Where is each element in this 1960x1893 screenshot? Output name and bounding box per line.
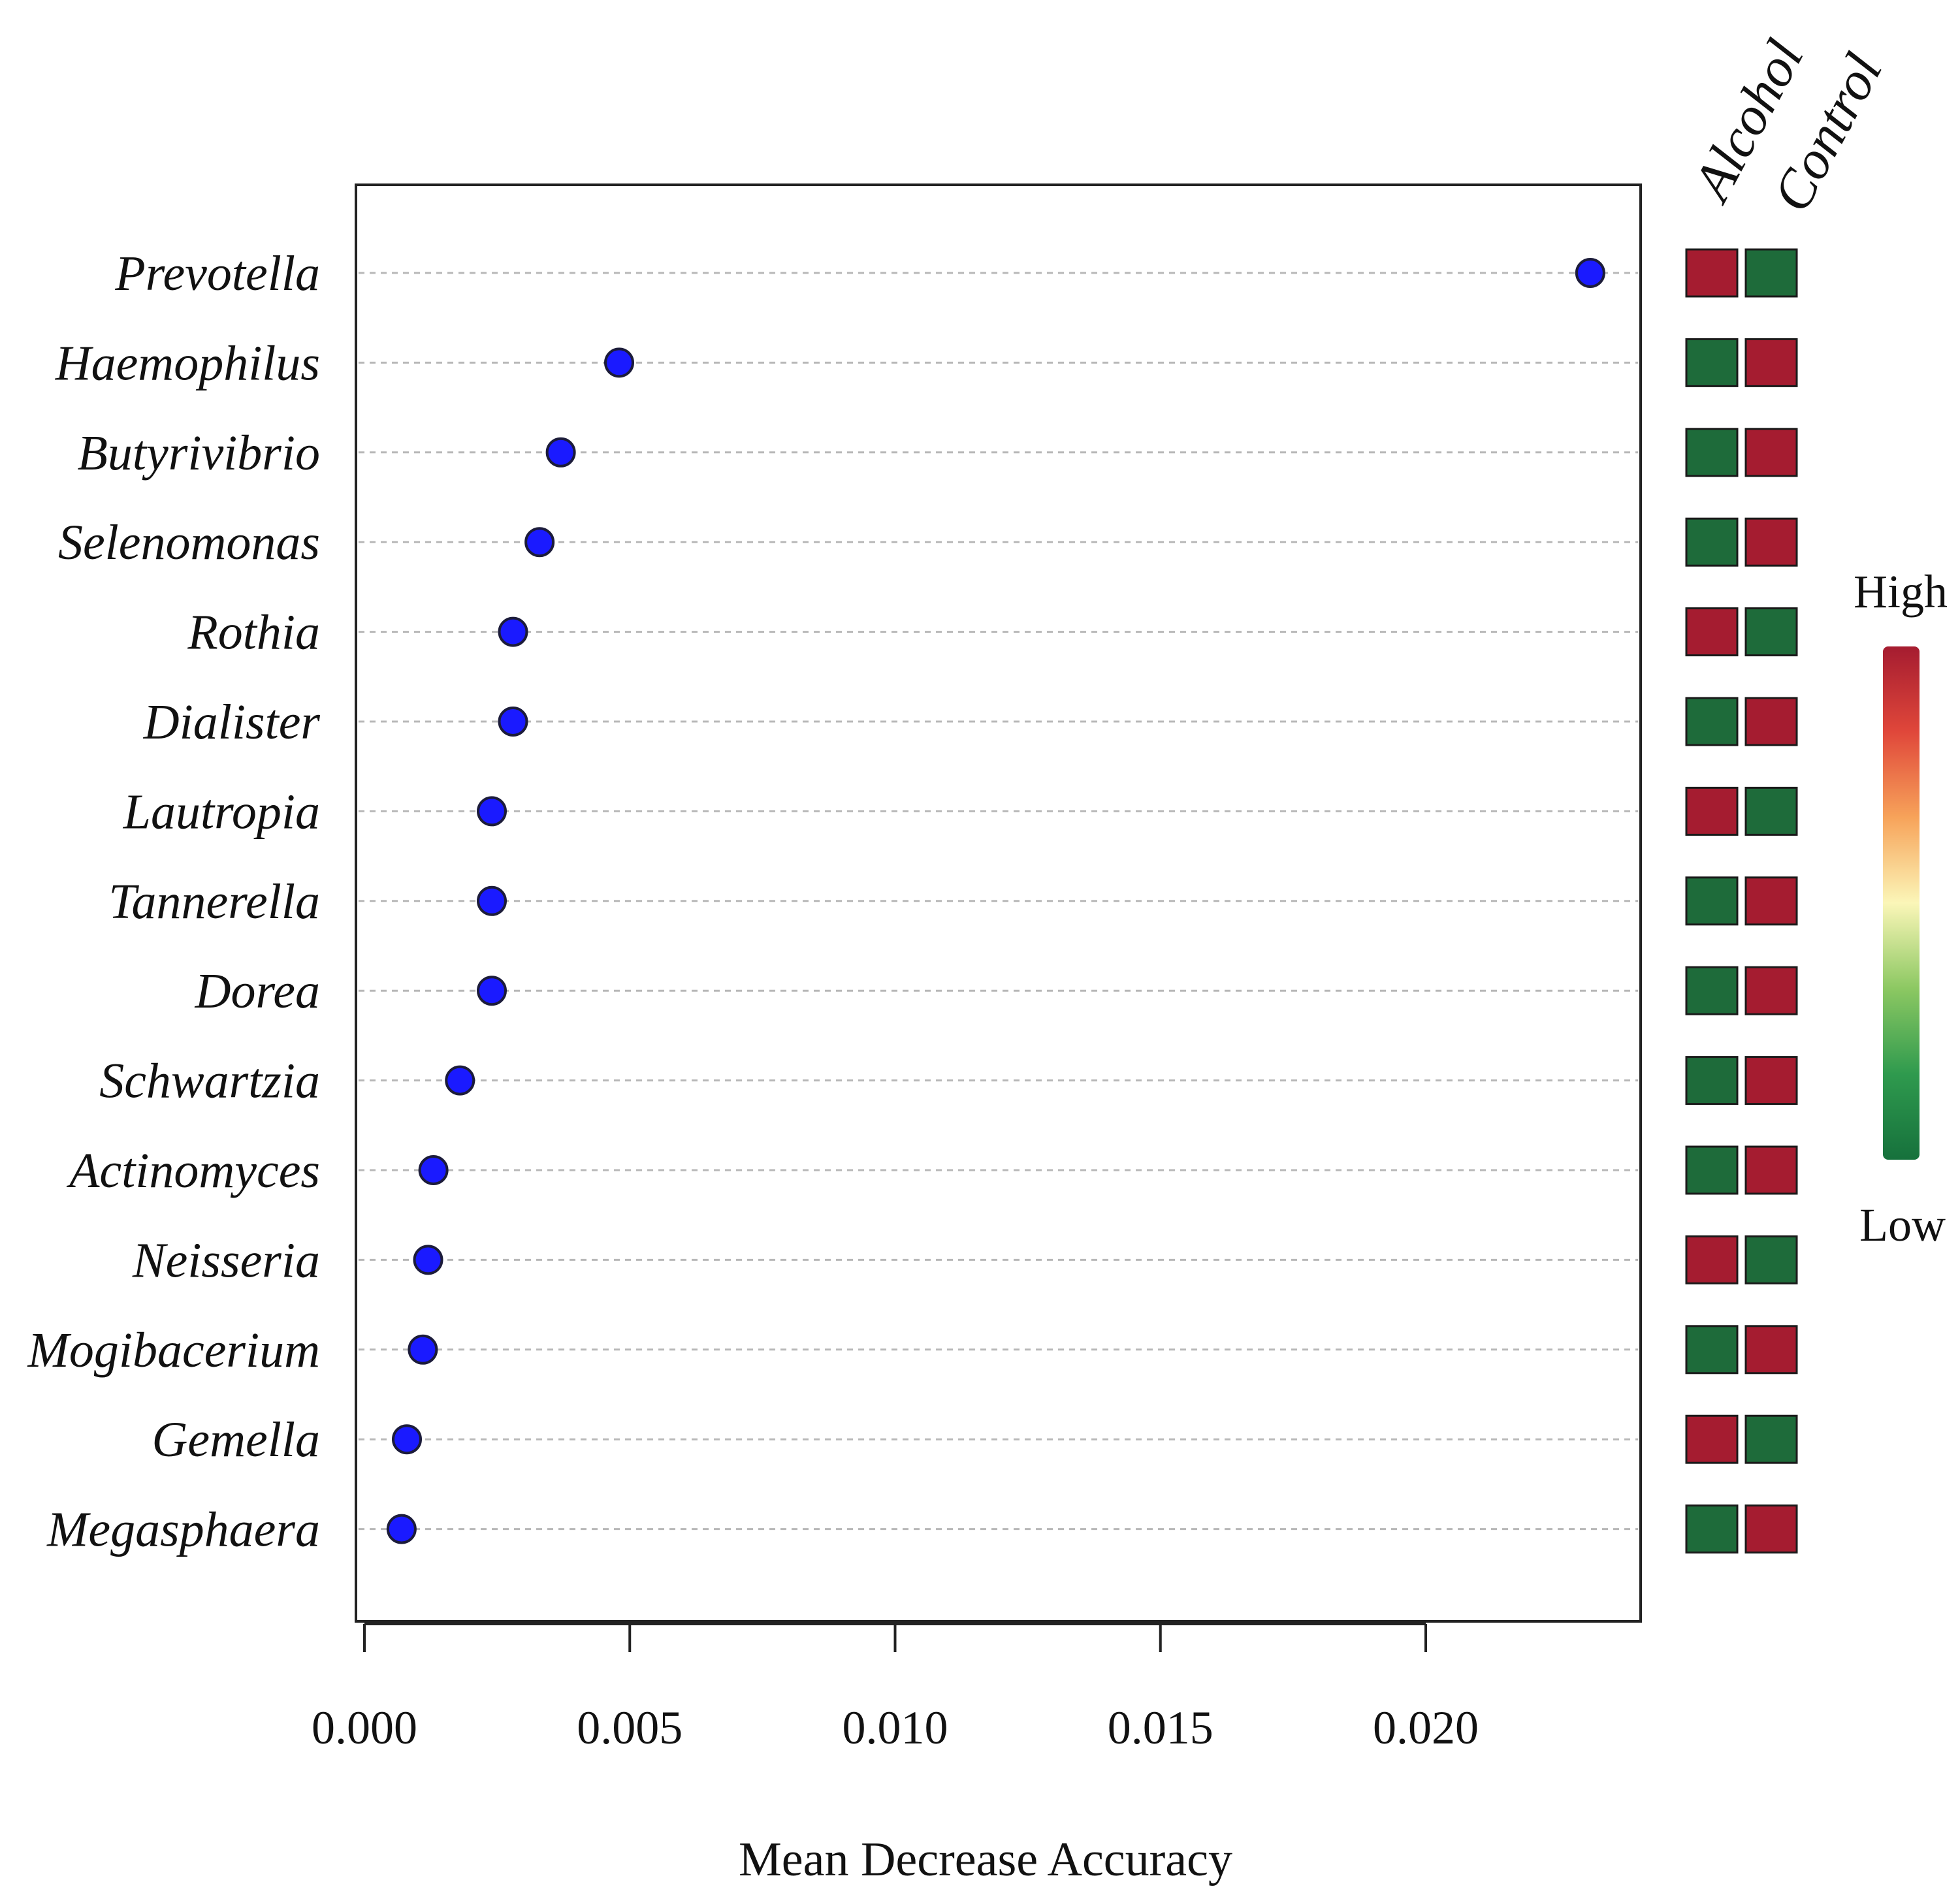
taxon-label: Tannerella <box>108 874 320 929</box>
heatmap-cell <box>1685 1504 1739 1554</box>
taxon-label: Dorea <box>195 964 320 1019</box>
heatmap-cell <box>1744 876 1798 926</box>
data-point <box>408 1334 438 1365</box>
data-point <box>1575 258 1605 288</box>
taxon-label: Lautropia <box>123 784 320 839</box>
x-tick-label: 0.000 <box>312 1702 417 1754</box>
taxon-label: Schwartzia <box>99 1054 320 1109</box>
color-scale-bar <box>1883 646 1920 1160</box>
x-axis: 0.000 0.005 0.010 0.015 0.020 <box>312 1623 1479 1754</box>
heatmap-cell <box>1744 428 1798 477</box>
taxon-label: Haemophilus <box>55 336 320 390</box>
heatmap-cell <box>1685 1056 1739 1106</box>
heatmap-cell <box>1685 1414 1739 1464</box>
heatmap-cell <box>1685 517 1739 567</box>
heatmap-cell <box>1744 1145 1798 1195</box>
data-point <box>392 1424 422 1455</box>
heatmap-cell <box>1744 248 1798 298</box>
heatmap-cell <box>1685 1145 1739 1195</box>
data-point <box>418 1155 449 1185</box>
data-points <box>386 258 1605 1544</box>
heatmap-cell <box>1685 248 1739 298</box>
taxon-label: Megasphaera <box>46 1503 320 1557</box>
x-tick-label: 0.020 <box>1373 1702 1479 1754</box>
heatmap-cell <box>1685 786 1739 836</box>
heatmap-cell <box>1744 1056 1798 1106</box>
taxon-labels: Prevotella Haemophilus Butyrivibrio Selenom… <box>27 246 321 1557</box>
data-point <box>545 437 576 468</box>
grid-lines <box>359 272 1638 1531</box>
taxon-label: Gemella <box>152 1412 320 1467</box>
data-point <box>498 707 528 737</box>
data-point <box>604 347 634 378</box>
x-axis-title: Mean Decrease Accuracy <box>739 1833 1232 1886</box>
heatmap-cell <box>1685 607 1739 657</box>
heatmap-cell <box>1685 966 1739 1015</box>
heatmap-cell <box>1744 1414 1798 1464</box>
taxon-label: Selenomonas <box>58 515 320 570</box>
data-point <box>386 1514 417 1544</box>
taxon-label: Dialister <box>143 695 321 750</box>
data-point <box>445 1065 475 1096</box>
taxon-label: Actinomyces <box>66 1143 320 1198</box>
data-point <box>498 616 528 647</box>
taxon-label: Rothia <box>187 605 320 660</box>
data-point <box>477 885 507 916</box>
plot-frame <box>355 183 1642 1623</box>
x-tick-label: 0.005 <box>577 1702 683 1754</box>
taxon-label: Neisseria <box>132 1233 320 1288</box>
data-point <box>413 1245 443 1275</box>
heatmap-cell <box>1744 607 1798 657</box>
legend-low-label: Low <box>1859 1199 1946 1251</box>
heatmap-cell <box>1744 1325 1798 1375</box>
heatmap-cell <box>1744 1504 1798 1554</box>
x-tick-label: 0.010 <box>843 1702 948 1754</box>
heatmap-cell <box>1685 876 1739 926</box>
heatmap-cell <box>1744 966 1798 1015</box>
data-point <box>477 796 507 827</box>
heatmap-cell <box>1744 697 1798 746</box>
heatmap-cell <box>1685 1325 1739 1375</box>
legend-high-label: High <box>1854 565 1948 618</box>
data-point <box>524 527 555 558</box>
heatmap-cell <box>1685 1235 1739 1284</box>
x-tick-label: 0.015 <box>1108 1702 1213 1754</box>
taxon-label: Butyrivibrio <box>77 426 320 481</box>
heatmap-cell <box>1685 697 1739 746</box>
abundance-heatmap <box>1685 248 1798 1554</box>
data-point <box>477 976 507 1006</box>
taxon-label: Mogibacerium <box>27 1323 320 1378</box>
taxon-label: Prevotella <box>114 246 320 301</box>
heatmap-cell <box>1744 338 1798 387</box>
heatmap-cell <box>1744 786 1798 836</box>
heatmap-cell <box>1685 338 1739 387</box>
heatmap-cell <box>1744 1235 1798 1284</box>
heatmap-cell <box>1685 428 1739 477</box>
heatmap-cell <box>1744 517 1798 567</box>
